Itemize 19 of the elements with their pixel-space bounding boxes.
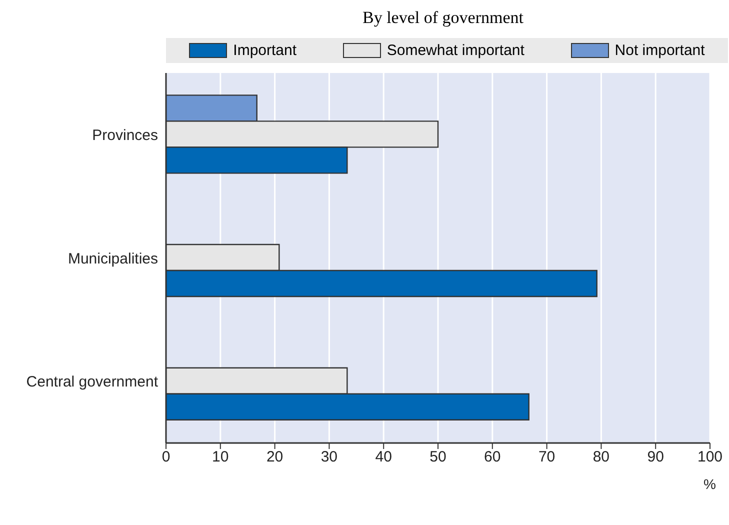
x-tick-label: 100 — [697, 448, 723, 466]
x-tick-label: 50 — [430, 448, 446, 466]
x-tick-label: 80 — [592, 448, 610, 466]
y-tick-label: Central government — [26, 374, 159, 391]
chart-subtitle: By level of government — [362, 8, 524, 28]
legend-label: Somewhat important — [386, 42, 524, 59]
x-tick-label: 30 — [320, 448, 338, 466]
y-tick-label: Municipalities — [68, 250, 158, 268]
x-tick-label: 90 — [647, 448, 664, 466]
y-tick-label: Provinces — [92, 126, 158, 144]
legend-label: Important — [233, 42, 297, 59]
x-tick-label: 20 — [266, 448, 284, 466]
x-tick-label: 0 — [162, 448, 170, 466]
x-axis-title: % — [704, 476, 716, 492]
x-tick-label: 40 — [375, 448, 392, 466]
x-tick-label: 10 — [212, 448, 229, 466]
x-tick-label: 60 — [484, 448, 501, 466]
legend-label: Not important — [614, 42, 705, 59]
x-tick-label: 70 — [538, 448, 556, 466]
